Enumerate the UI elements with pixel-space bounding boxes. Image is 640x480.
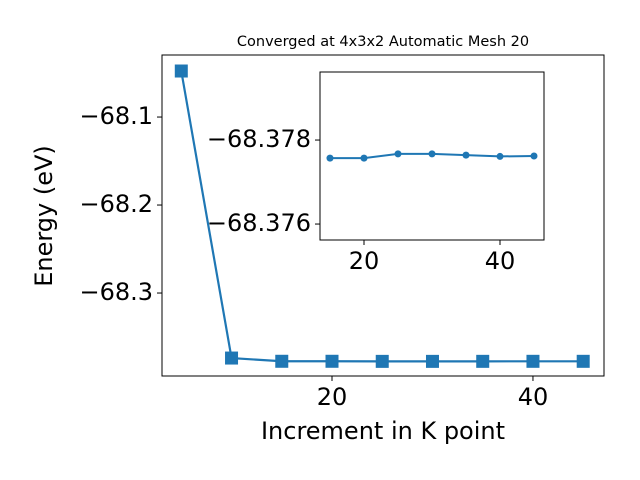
data-marker — [325, 354, 339, 368]
axes-frame — [161, 54, 605, 377]
data-marker — [174, 64, 188, 78]
data-marker — [425, 354, 439, 368]
x-tick-label: 20 — [349, 247, 380, 275]
y-axis-label: Energy (eV) — [30, 145, 58, 287]
data-marker — [530, 152, 538, 160]
data-marker — [428, 150, 436, 158]
x-tick-label: 40 — [518, 383, 549, 411]
y-tick-label: −68.3 — [79, 278, 153, 306]
data-marker — [326, 154, 334, 162]
data-marker — [576, 354, 590, 368]
data-marker — [225, 351, 239, 365]
y-tick-label: −68.378 — [207, 125, 311, 153]
data-marker — [375, 354, 389, 368]
x-tick-label: 20 — [317, 383, 348, 411]
data-marker — [462, 151, 470, 159]
data-marker — [360, 154, 368, 162]
chart-title: Converged at 4x3x2 Automatic Mesh 20 — [237, 34, 529, 50]
axes-frame — [319, 71, 545, 241]
y-tick-label: −68.2 — [79, 190, 153, 218]
data-marker — [275, 354, 289, 368]
data-marker — [394, 150, 402, 158]
data-marker — [496, 152, 504, 160]
data-marker — [476, 354, 490, 368]
data-marker — [526, 354, 540, 368]
y-tick-label: −68.376 — [207, 209, 311, 237]
x-axis-label: Increment in K point — [261, 417, 505, 445]
x-tick-label: 40 — [485, 247, 516, 275]
y-tick-label: −68.1 — [79, 102, 153, 130]
